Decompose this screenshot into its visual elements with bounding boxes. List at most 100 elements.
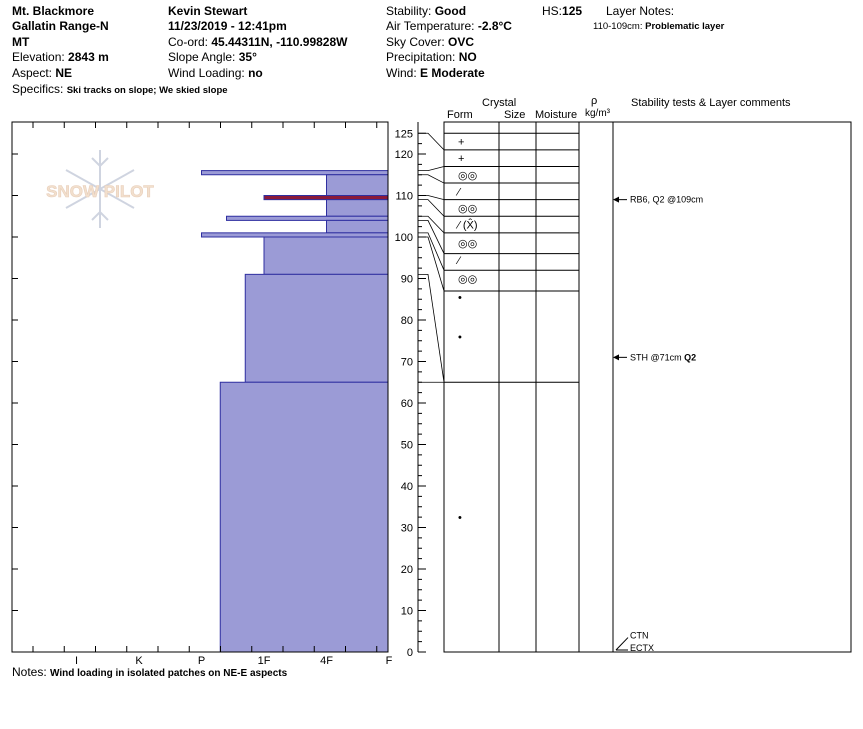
depth-tick-label: 110 (395, 191, 413, 203)
hardness-layer-bar (326, 174, 389, 196)
grain-form-symbol: ◎◎ (458, 170, 477, 182)
depth-tick-label: 90 (401, 274, 413, 286)
hardness-tick-label: I (75, 655, 78, 667)
layer-connector-line (418, 232, 445, 271)
depth-tick-label: 70 (401, 357, 413, 369)
hardness-layer-bar (201, 232, 389, 238)
stability-tests: RB6, Q2 @109cm STH @71cm Q2 CTN ECTX (613, 195, 703, 653)
depth-tick-label: 50 (401, 440, 413, 452)
layer-notes-title: Layer Notes: (606, 4, 675, 18)
hardness-layer-bar (201, 170, 389, 176)
layer-table-frame (443, 121, 614, 653)
depth-tick-label: 20 (401, 564, 413, 576)
layer-connector-line (418, 195, 445, 201)
elevation: Elevation: 2843 m (12, 50, 109, 64)
density-symbol: ρ (591, 95, 598, 107)
hardness-tick-label: P (198, 655, 205, 667)
layer-connector-line (418, 132, 445, 151)
grain-form-symbol: ⁄ (455, 255, 462, 267)
layer-connector-line (418, 219, 445, 254)
depth-tick-label: 120 (395, 149, 413, 161)
comments-frame (612, 121, 852, 653)
layer-connector-line (418, 236, 445, 292)
density-unit: kg/m³ (585, 108, 610, 119)
hardness-tick-label: F (386, 655, 393, 667)
layer-connector-line (418, 174, 445, 184)
hardness-tick-label: 1F (258, 655, 271, 667)
coordinates: Co-ord: 45.44311N, -110.99828W (168, 35, 348, 49)
depth-axis: 0 10 20 30 40 50 60 70 80 90 100 110 120 125 (395, 122, 426, 659)
grain-form-symbol: • (458, 512, 462, 524)
layer-note: 110-109cm: Problematic layer (593, 21, 725, 32)
depth-tick-label: 60 (401, 398, 413, 410)
air-temperature: Air Temperature: -2.8°C (386, 19, 512, 33)
snowpilot-watermark: SNOW PILOT (46, 150, 155, 228)
location-name: Mt. Blackmore (12, 4, 95, 18)
hardness-layer-bar (219, 381, 389, 653)
layer-connector-line (418, 273, 445, 383)
sky-cover: Sky Cover: OVC (386, 35, 475, 49)
hardness-layer-bar (244, 273, 389, 383)
observer-name: Kevin Stewart (168, 4, 248, 18)
grain-form-symbol: ⁄ (455, 186, 462, 198)
depth-tick-label: 100 (395, 232, 413, 244)
grain-form-symbol: ◎◎ (458, 274, 477, 286)
range-name: Gallatin Range-N (12, 19, 109, 33)
hardness-tick-label: 4F (320, 655, 333, 667)
critical-layer-bar (263, 195, 389, 201)
hardness-layer-bar (326, 199, 389, 217)
hardness-tick-marks (12, 122, 378, 653)
grain-form-symbol: ⁄ (X̂) (455, 218, 478, 232)
stability-test-label: RB6, Q2 @109cm (630, 195, 703, 205)
depth-tick-label: 30 (401, 523, 413, 535)
wind: Wind: E Moderate (386, 66, 485, 80)
hardness-layer-bar (326, 219, 389, 234)
hardness-axis: I K P 1F 4F F (75, 655, 393, 667)
moisture-header: Moisture (535, 109, 578, 121)
layer-connector-line (418, 215, 445, 234)
test-arrow (613, 354, 619, 361)
grain-form-symbols: + + ◎◎ ⁄ ◎◎ ⁄ (X̂) ◎◎ ⁄ ◎◎ • • • (455, 137, 478, 525)
stability-test-label: STH @71cm Q2 (630, 352, 696, 362)
grain-form-symbol: + (458, 137, 464, 149)
snow-height: HS:125 (542, 4, 583, 18)
test-pointer (615, 637, 629, 651)
depth-tick-label: 10 (401, 606, 413, 618)
layer-connector-line (418, 166, 445, 172)
grain-form-symbol: • (458, 332, 462, 344)
layer-connectors (418, 132, 445, 383)
state-name: MT (12, 35, 30, 49)
aspect: Aspect: NE (12, 66, 73, 80)
specifics: Specifics: Ski tracks on slope; We skied… (12, 82, 228, 96)
depth-tick-label: 40 (401, 481, 413, 493)
hardness-layer-bar (226, 215, 389, 221)
stability-test-label: ECTX (630, 643, 654, 653)
depth-tick-label: 125 (395, 128, 413, 140)
hardness-layer-bar (263, 236, 389, 275)
size-header: Size (504, 109, 526, 121)
comments-header: Stability tests & Layer comments (631, 97, 791, 109)
crystal-header: Crystal (482, 97, 517, 109)
form-header: Form (447, 109, 473, 121)
layer-connector-line (418, 199, 445, 217)
notes: Notes: Wind loading in isolated patches … (12, 665, 288, 679)
precipitation: Precipitation: NO (386, 50, 477, 64)
stability-test-label: CTN (630, 631, 649, 641)
grain-form-symbol: ◎◎ (458, 238, 477, 250)
layer-table (443, 121, 614, 653)
watermark-text: SNOW PILOT (46, 182, 154, 201)
slope-angle: Slope Angle: 35° (168, 50, 257, 64)
grain-form-symbol: ◎◎ (458, 203, 477, 215)
depth-tick-label: 80 (401, 315, 413, 327)
test-arrow (613, 196, 619, 203)
wind-loading: Wind Loading: no (168, 66, 263, 80)
stability: Stability: Good (386, 4, 467, 18)
depth-tick-label: 0 (407, 647, 413, 659)
hardness-profile (201, 170, 389, 653)
hardness-tick-label: K (135, 655, 143, 667)
snowflake-icon (65, 150, 135, 228)
grain-form-symbol: • (458, 292, 462, 304)
grain-form-symbol: + (458, 153, 464, 165)
observation-datetime: 11/23/2019 - 12:41pm (168, 19, 287, 33)
